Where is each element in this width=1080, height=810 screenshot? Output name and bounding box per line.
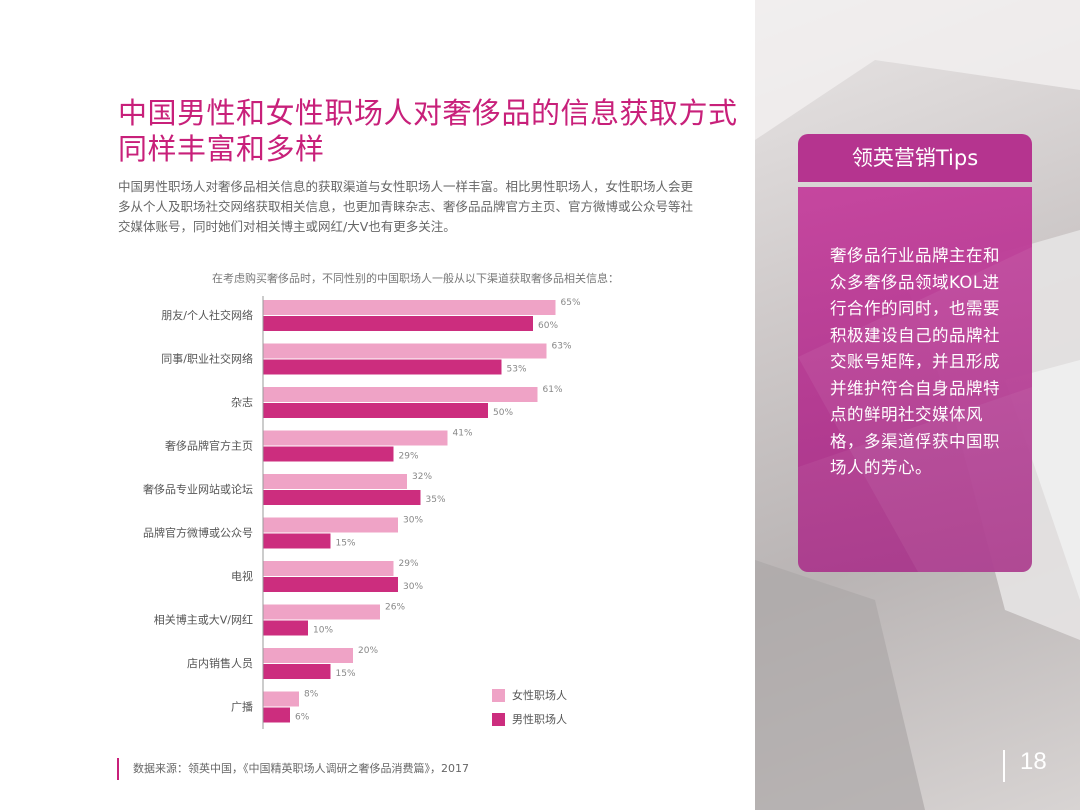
data-label: 63% — [552, 342, 572, 352]
data-label: 10% — [313, 626, 333, 636]
category-label: 奢侈品牌官方主页 — [165, 439, 253, 453]
legend-swatch-male — [492, 712, 505, 726]
bar-male — [263, 707, 290, 723]
data-label: 30% — [403, 582, 423, 592]
bar-female — [263, 430, 448, 446]
bar-female — [263, 300, 556, 315]
chart-plot: 朋友/个人社交网络 65% 60% 同事/职业社交网络 63% 53% 杂志 61% 50% 奢侈… — [143, 296, 581, 729]
bar-female — [263, 561, 394, 576]
data-label: 20% — [358, 646, 378, 656]
data-label: 8% — [304, 690, 319, 700]
category-label: 奢侈品专业网站或论坛 — [143, 482, 253, 496]
bar-chart: 在考虑购买奢侈品时，不同性别的中国职场人一般从以下渠道获取奢侈品相关信息： 朋友… — [100, 262, 720, 737]
category-label: 朋友/个人社交网络 — [161, 308, 253, 322]
category-label: 相关博主或大V/网红 — [154, 613, 253, 627]
tips-body: 奢侈品行业品牌主在和众多奢侈品领域KOL进行合作的同时，也需要积极建设自己的品牌… — [830, 246, 1000, 477]
bar-male — [263, 533, 331, 549]
data-label: 41% — [453, 429, 473, 439]
tips-box: 奢侈品行业品牌主在和众多奢侈品领域KOL进行合作的同时，也需要积极建设自己的品牌… — [798, 187, 1032, 572]
page-number: 18 — [1020, 748, 1047, 775]
category-label: 电视 — [231, 569, 253, 583]
bar-male — [263, 403, 488, 418]
lead-paragraph: 中国男性职场人对奢侈品相关信息的获取渠道与女性职场人一样丰富。相比男性职场人，女… — [118, 179, 694, 234]
data-label: 30% — [403, 516, 423, 526]
bar-male — [263, 577, 398, 592]
page-number-bar — [1003, 750, 1005, 782]
data-label: 29% — [399, 559, 419, 569]
data-label: 29% — [399, 452, 419, 462]
category-label: 杂志 — [231, 396, 253, 409]
category-label: 品牌官方微博或公众号 — [143, 526, 253, 540]
legend-label-female: 女性职场人 — [512, 689, 567, 702]
content-panel: 中国男性和女性职场人对奢侈品的信息获取方式同样丰富和多样 中国男性职场人对奢侈品… — [100, 96, 738, 780]
category-label: 同事/职业社交网络 — [161, 352, 253, 366]
data-label: 15% — [336, 669, 356, 679]
bar-male — [263, 359, 502, 375]
bar-male — [263, 620, 308, 636]
data-label: 60% — [538, 321, 558, 331]
legend-label-male: 男性职场人 — [512, 713, 567, 726]
tips-panel: 领英营销Tips 奢侈品行业品牌主在和众多奢侈品领域KOL进行合作的同时，也需要… — [755, 0, 1080, 810]
tips-header: 领英营销Tips — [798, 134, 1032, 182]
bar-female — [263, 474, 407, 489]
data-label: 6% — [295, 713, 310, 723]
tips-decoration — [798, 247, 1032, 572]
bar-male — [263, 316, 533, 331]
data-label: 15% — [336, 539, 356, 549]
bar-female — [263, 648, 353, 663]
category-label: 广播 — [231, 700, 253, 714]
legend-item-female: 女性职场人 — [492, 686, 567, 704]
chart-legend: 女性职场人 男性职场人 — [492, 686, 567, 734]
bar-male — [263, 490, 421, 505]
bar-female — [263, 343, 547, 359]
chart-title: 在考虑购买奢侈品时，不同性别的中国职场人一般从以下渠道获取奢侈品相关信息： — [212, 272, 619, 285]
data-label: 35% — [426, 495, 446, 505]
legend-swatch-female — [492, 688, 505, 702]
bar-male — [263, 446, 394, 462]
data-label: 65% — [561, 298, 581, 308]
page-title: 中国男性和女性职场人对奢侈品的信息获取方式同样丰富和多样 — [118, 96, 738, 166]
data-label: 50% — [493, 408, 513, 418]
bar-female — [263, 691, 299, 707]
legend-item-male: 男性职场人 — [492, 710, 567, 728]
bar-female — [263, 604, 380, 620]
bar-male — [263, 664, 331, 679]
bar-female — [263, 517, 398, 533]
category-label: 店内销售人员 — [187, 656, 253, 670]
source-note: 数据来源：领英中国，《中国精英职场人调研之奢侈品消费篇》，2017 — [117, 758, 469, 780]
data-label: 26% — [385, 603, 405, 613]
data-label: 32% — [412, 472, 432, 482]
data-label: 61% — [543, 385, 563, 395]
data-label: 53% — [507, 365, 527, 375]
bar-female — [263, 387, 538, 402]
